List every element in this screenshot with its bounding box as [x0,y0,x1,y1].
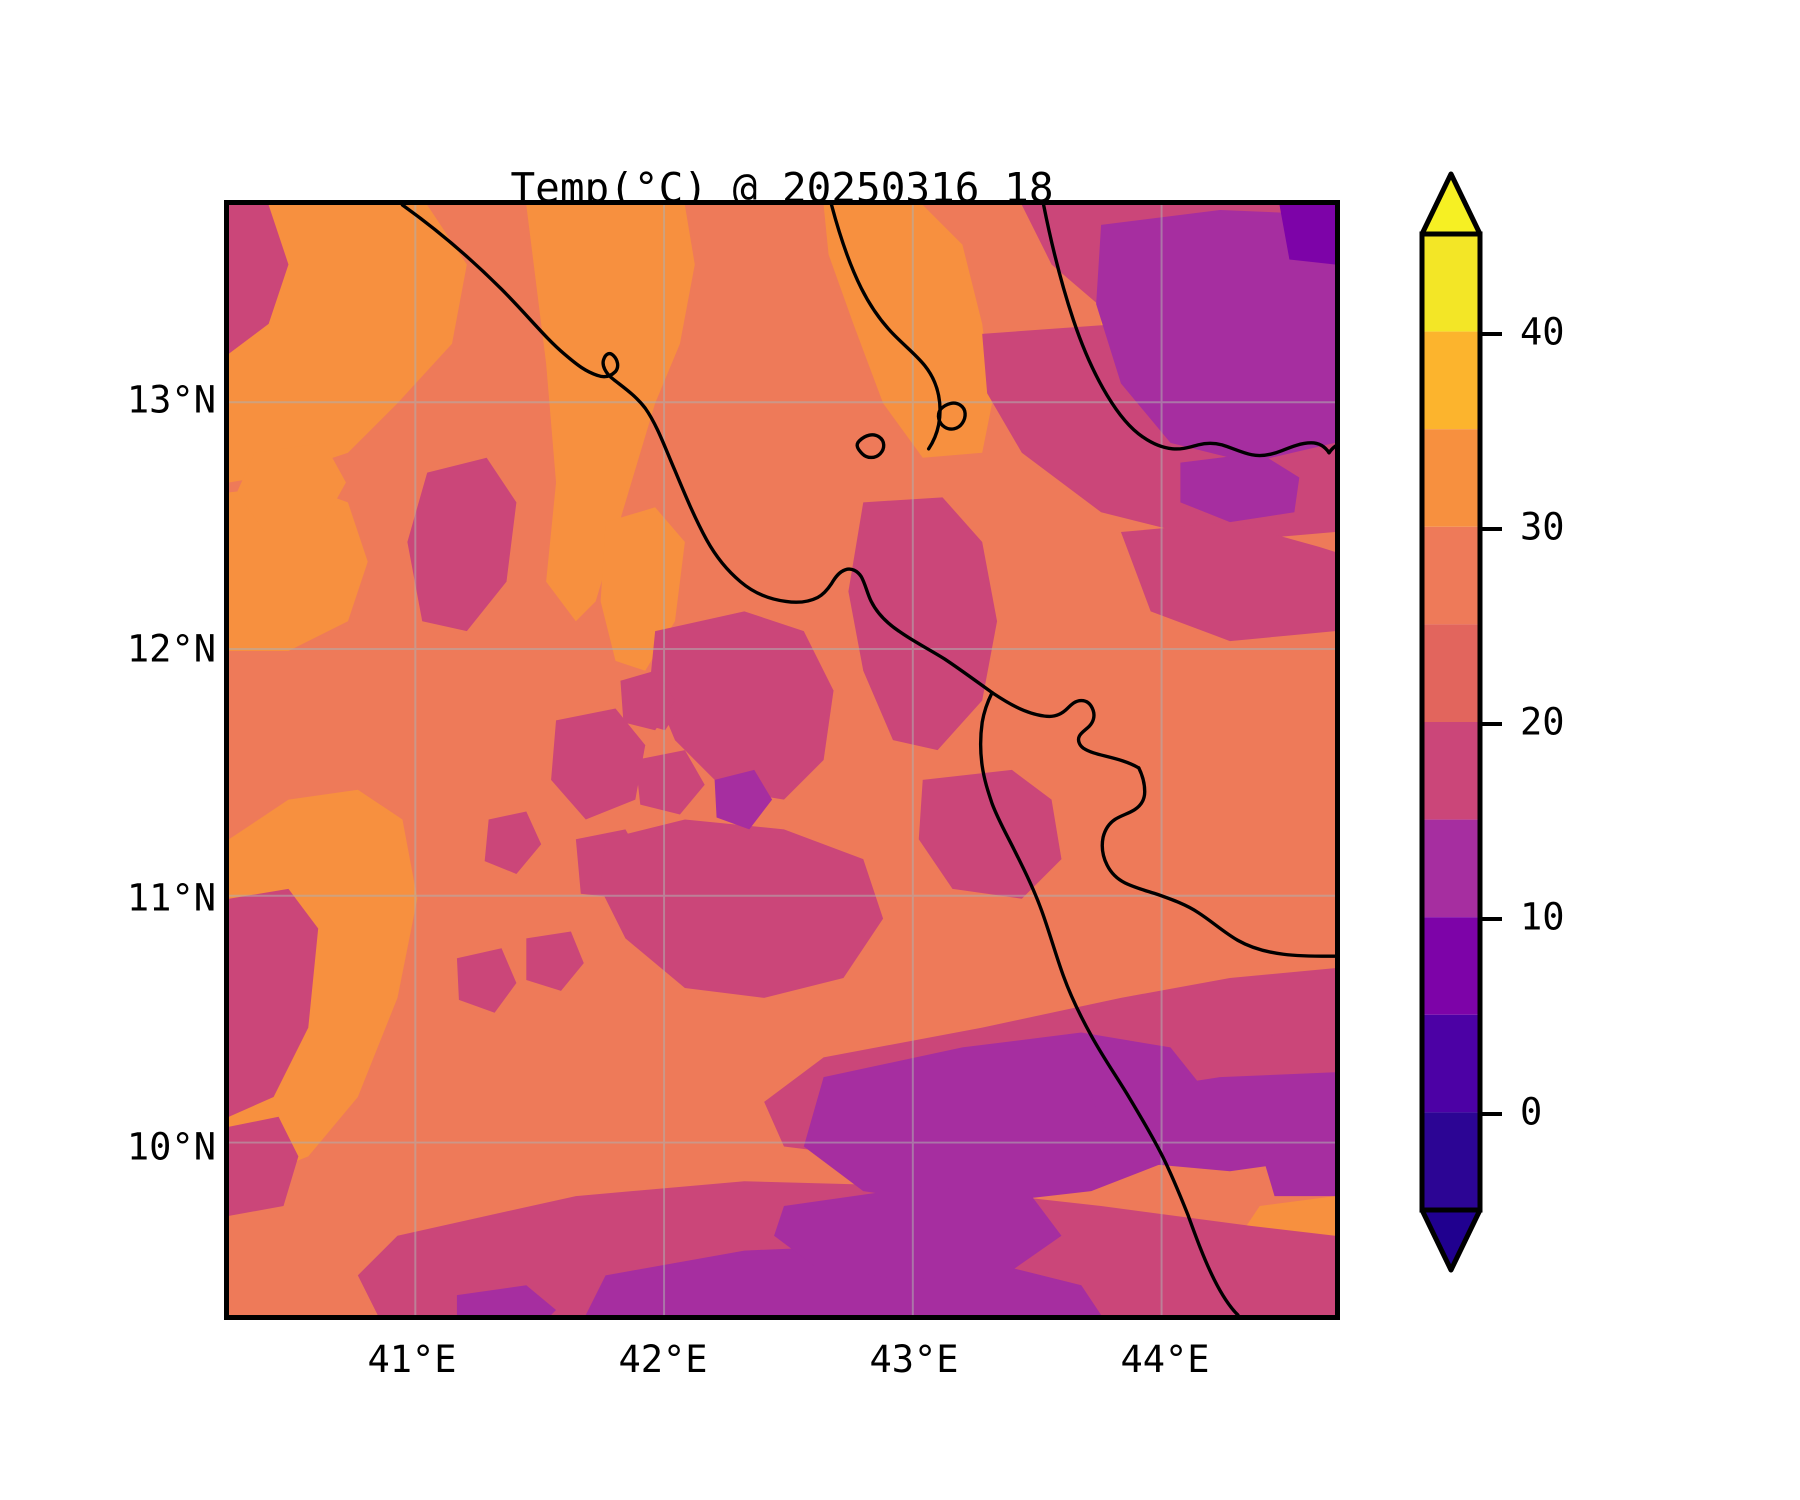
colorbar-bands [1422,234,1480,1210]
xtick-label-42E: 42°E [618,1338,708,1381]
colorbar-tick-10 [1482,917,1502,921]
colorbar-label-10: 10 [1520,895,1565,939]
temperature-contour-map [229,205,1335,1315]
ytick-label-12N: 12°N [126,627,216,671]
xtick-label-44E: 44°E [1120,1338,1210,1381]
ytick-label-10N: 10°N [126,1125,216,1169]
colorbar-label-0: 0 [1520,1090,1543,1134]
ytick-label-11N: 11°N [126,876,216,920]
colorbar-over-arrow [1419,171,1483,237]
map-plot-area [224,200,1340,1320]
xtick-label-41E: 41°E [367,1338,457,1381]
colorbar-tick-0 [1482,1112,1502,1116]
colorbar-gradient [1419,171,1483,1273]
colorbar-label-20: 20 [1520,700,1565,744]
colorbar [1419,171,1483,1312]
map-gridlines [229,205,1335,1315]
colorbar-label-40: 40 [1520,310,1565,354]
colorbar-under-arrow [1419,1207,1483,1273]
colorbar-tick-20 [1482,722,1502,726]
xtick-label-43E: 43°E [869,1338,959,1381]
coastline-borders [400,205,1335,1315]
colorbar-tick-40 [1482,332,1502,336]
colorbar-tick-30 [1482,527,1502,531]
ytick-label-13N: 13°N [126,378,216,422]
colorbar-label-30: 30 [1520,505,1565,549]
